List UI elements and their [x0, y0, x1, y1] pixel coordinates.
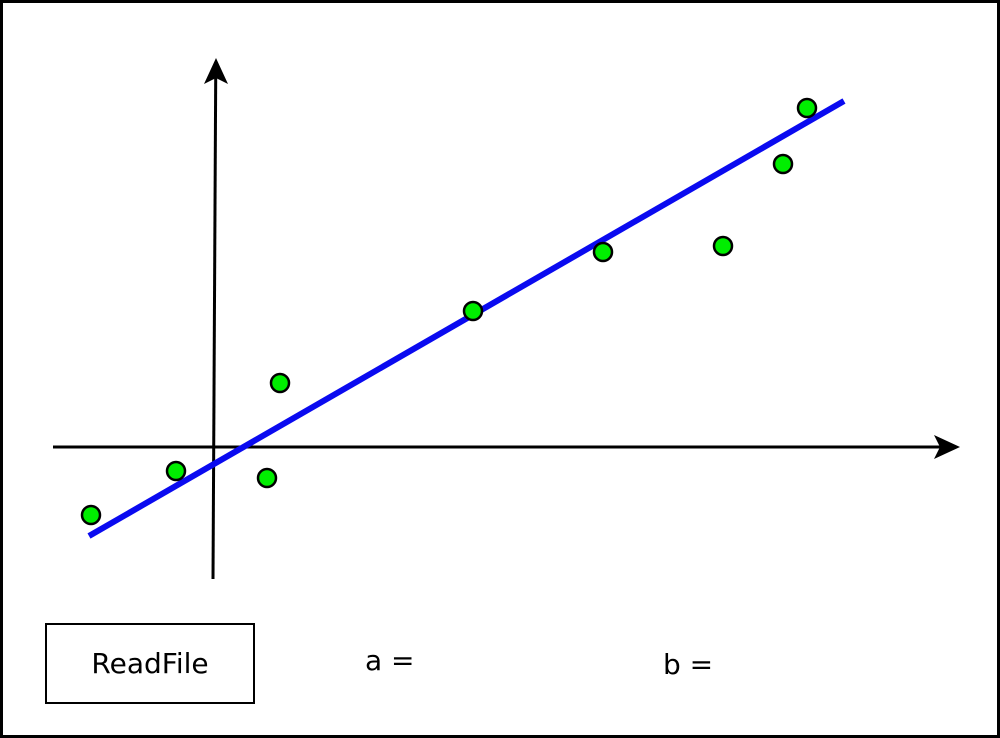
- param-a-label: a =: [365, 644, 415, 677]
- x-axis-arrow-icon: [934, 435, 960, 459]
- data-point-7: [712, 235, 734, 257]
- axes: [53, 58, 960, 580]
- y-axis-line: [211, 77, 218, 580]
- y-axis-arrow-icon: [204, 58, 228, 84]
- data-point-3: [256, 467, 278, 489]
- points-layer: [80, 97, 818, 526]
- data-point-8: [772, 153, 794, 175]
- data-point-5: [462, 300, 484, 322]
- data-point-2: [165, 460, 187, 482]
- data-point-9: [796, 97, 818, 119]
- data-point-6: [592, 241, 614, 263]
- param-b-label: b =: [663, 648, 714, 681]
- data-point-4: [269, 372, 291, 394]
- data-point-1: [80, 504, 102, 526]
- readfile-button[interactable]: ReadFile: [45, 623, 255, 704]
